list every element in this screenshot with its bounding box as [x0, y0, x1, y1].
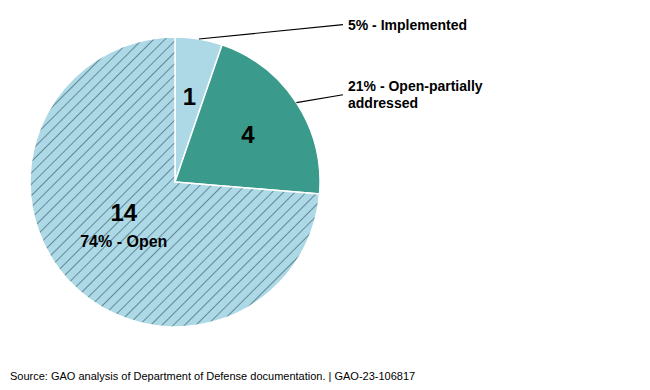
- pie-slice: [175, 45, 320, 194]
- source-note: Source: GAO analysis of Department of De…: [10, 370, 415, 382]
- slices: [30, 37, 320, 327]
- slice-annotation-line: 5% - Implemented: [348, 17, 467, 33]
- data-label: 14: [110, 199, 137, 226]
- slice-annotation: 5% - Implemented: [348, 17, 467, 33]
- labels: 1 5% - Implemented 4 21% - Open-partiallyad…: [80, 17, 483, 250]
- leader-line: [199, 25, 343, 39]
- pie-slice: [30, 37, 320, 327]
- slice-annotation-line: addressed: [348, 95, 418, 111]
- chart: 1 5% - Implemented 4 21% - Open-partiallyad…: [0, 0, 650, 390]
- slice-label: 74% - Open: [80, 233, 167, 250]
- data-label: 1: [183, 83, 196, 110]
- page: {"chart_data": {"type": "pie", "categori…: [0, 0, 650, 390]
- leader-line: [296, 95, 343, 103]
- chart-container: 1 5% - Implemented 4 21% - Open-partiallyad…: [0, 0, 650, 390]
- slice-annotation-line: 21% - Open-partially: [348, 78, 483, 94]
- slice-annotation: 21% - Open-partiallyaddressed: [348, 78, 483, 111]
- slice-label-line: 74% - Open: [80, 233, 167, 250]
- data-label: 4: [241, 121, 255, 148]
